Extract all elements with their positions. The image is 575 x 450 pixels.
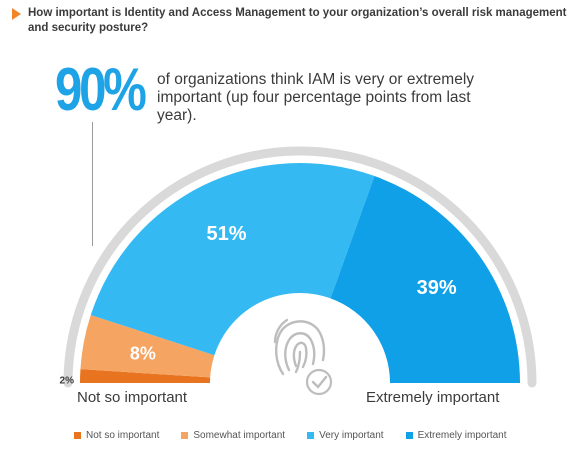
triangle-marker-icon [12,8,21,20]
legend-label: Extremely important [417,430,507,441]
question-text: How important is Identity and Access Man… [28,7,567,34]
leader-line [92,122,93,246]
outer-track [63,146,537,388]
legend-item-not-so-important: Not so important [74,430,159,441]
legend-swatch [405,432,413,439]
slice-label-very-important: 51% [207,223,247,245]
legend-label: Very important [319,430,384,441]
slice-not-so-important [80,369,211,383]
center-disc [211,294,389,450]
headline-text: of organizations think IAM is very or ex… [157,71,475,124]
end-label-right: Extremely important [366,389,500,406]
end-label-left: Not so important [77,389,188,406]
legend-swatch [74,432,81,439]
slice-extremely-important [330,176,520,383]
legend-swatch [181,432,189,439]
fingerprint-check-icon [273,318,333,396]
legend-item-somewhat-important: Somewhat important [181,430,285,441]
chart-slices [80,162,520,383]
legend-label: Not so important [86,430,160,441]
survey-question: How important is Identity and Access Man… [12,6,573,36]
chart-slice-labels: 2% 8% 51% 39% [60,223,457,386]
legend-item-extremely-important: Extremely important [405,430,507,441]
slice-somewhat-important [80,315,215,378]
slice-very-important [90,162,375,356]
slice-label-not-so-important: 2% [60,376,75,387]
chart-legend: Not so important Somewhat important Very i… [74,430,507,441]
slice-label-extremely-important: 39% [417,277,457,299]
headline-percentage: 90% [55,56,147,123]
legend-item-very-important: Very important [307,430,384,441]
slice-label-somewhat-important: 8% [130,343,156,363]
legend-swatch [307,432,315,439]
legend-label: Somewhat important [193,430,286,441]
